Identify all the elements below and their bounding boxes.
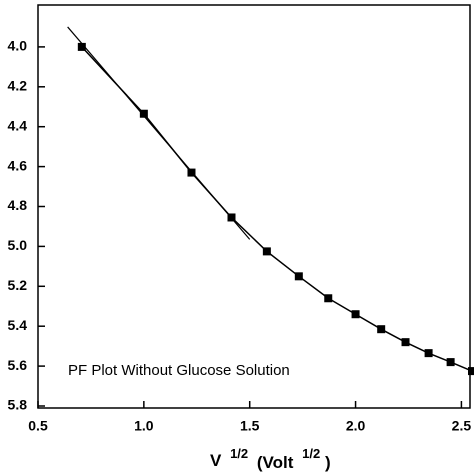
data-point — [424, 349, 433, 358]
x-tick-label: 1.5 — [240, 418, 260, 434]
y-tick-label: 4.8 — [8, 197, 28, 213]
x-tick-label: 0.5 — [28, 418, 48, 434]
data-point — [468, 367, 474, 376]
x-label-unit-sup: 1/2 — [302, 446, 320, 461]
data-point — [377, 325, 386, 334]
x-tick-label: 2.5 — [452, 418, 472, 434]
y-tick-label: 4.4 — [8, 117, 28, 133]
annotation: PF Plot Without Glucose Solution — [68, 362, 290, 379]
x-tick-label: 1.0 — [134, 418, 154, 434]
y-tick-label: 4.2 — [8, 78, 28, 94]
y-tick-label: 4.0 — [8, 38, 28, 54]
x-label-close: ) — [325, 453, 331, 472]
y-tick-label: 5.4 — [8, 317, 28, 333]
y-tick-label: 5.2 — [8, 277, 28, 293]
data-point — [187, 168, 196, 177]
x-tick-label: 2.0 — [346, 418, 366, 434]
x-label-base: V — [210, 451, 222, 470]
data-point — [324, 294, 333, 303]
data-point — [227, 213, 236, 222]
x-label-sup: 1/2 — [230, 446, 248, 461]
data-line — [81, 46, 473, 372]
y-tick-label: 5.8 — [8, 397, 28, 413]
x-axis-label: V 1/2 (Volt 1/2 ) — [210, 444, 331, 472]
data-point — [262, 247, 271, 256]
x-label-unit: (Volt — [257, 453, 294, 472]
y-tick-label: 4.6 — [8, 157, 28, 173]
data-point — [139, 109, 148, 118]
data-point — [294, 272, 303, 281]
data-point — [446, 358, 455, 367]
y-tick-label: 5.0 — [8, 237, 28, 253]
data-point — [77, 42, 86, 51]
data-point — [401, 338, 410, 347]
plot-frame — [37, 4, 471, 409]
y-tick-label: 5.6 — [8, 357, 28, 373]
data-point — [351, 310, 360, 319]
